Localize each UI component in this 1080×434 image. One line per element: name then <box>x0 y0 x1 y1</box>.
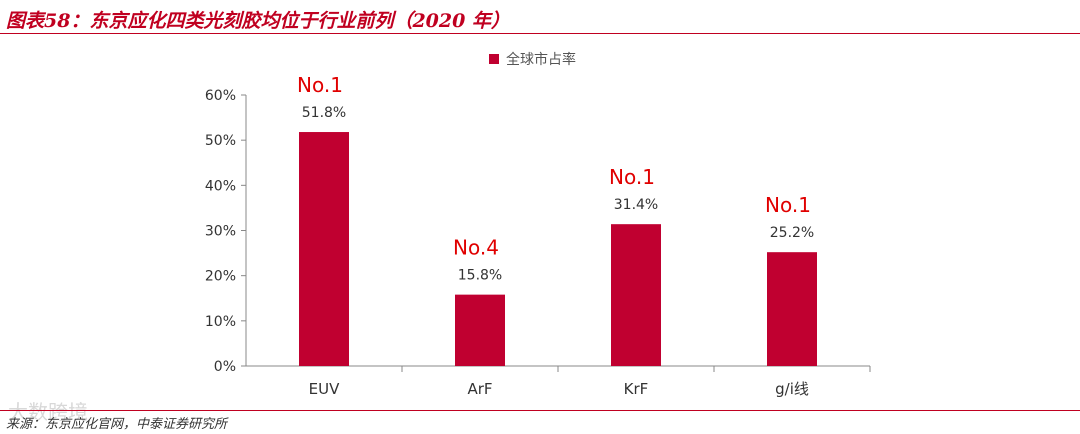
y-tick-label: 10% <box>205 314 236 330</box>
bar-1 <box>455 294 505 366</box>
bar-3 <box>767 252 817 366</box>
figure-title: 图表58：东京应化四类光刻胶均位于行业前列（2020 年） <box>6 10 510 32</box>
footer-rule <box>0 410 1080 411</box>
rank-annotation: No.1 <box>765 193 811 217</box>
bar-2 <box>611 224 661 366</box>
rank-annotation: No.1 <box>609 165 655 189</box>
data-label: 31.4% <box>614 197 658 213</box>
y-tick-label: 40% <box>205 178 236 194</box>
data-label: 15.8% <box>458 268 502 284</box>
x-category-label: KrF <box>624 380 649 398</box>
bar-chart: 全球市占率 0% 10% 20% 30% 40% 50% 60% 51.8% No.1 EUV 15.… <box>205 51 871 398</box>
y-tick-label: 20% <box>205 269 236 285</box>
y-tick-label: 50% <box>205 133 236 149</box>
data-label: 25.2% <box>770 225 814 241</box>
rank-annotation: No.1 <box>297 73 343 97</box>
x-category-label: ArF <box>467 380 492 398</box>
legend-swatch <box>489 54 499 64</box>
source-note: 来源：东京应化官网，中泰证券研究所 <box>6 417 228 432</box>
data-label: 51.8% <box>302 105 346 121</box>
rank-annotation: No.4 <box>453 236 499 260</box>
x-category-label: g/i线 <box>775 380 809 398</box>
y-tick-label: 0% <box>214 359 236 375</box>
x-category-label: EUV <box>309 380 340 398</box>
title-rule <box>0 33 1080 34</box>
watermark-text: 大数跨境 <box>8 400 88 424</box>
y-tick-label: 30% <box>205 224 236 240</box>
y-tick-label: 60% <box>205 88 236 104</box>
bar-0 <box>299 132 349 366</box>
legend-label: 全球市占率 <box>506 51 576 68</box>
